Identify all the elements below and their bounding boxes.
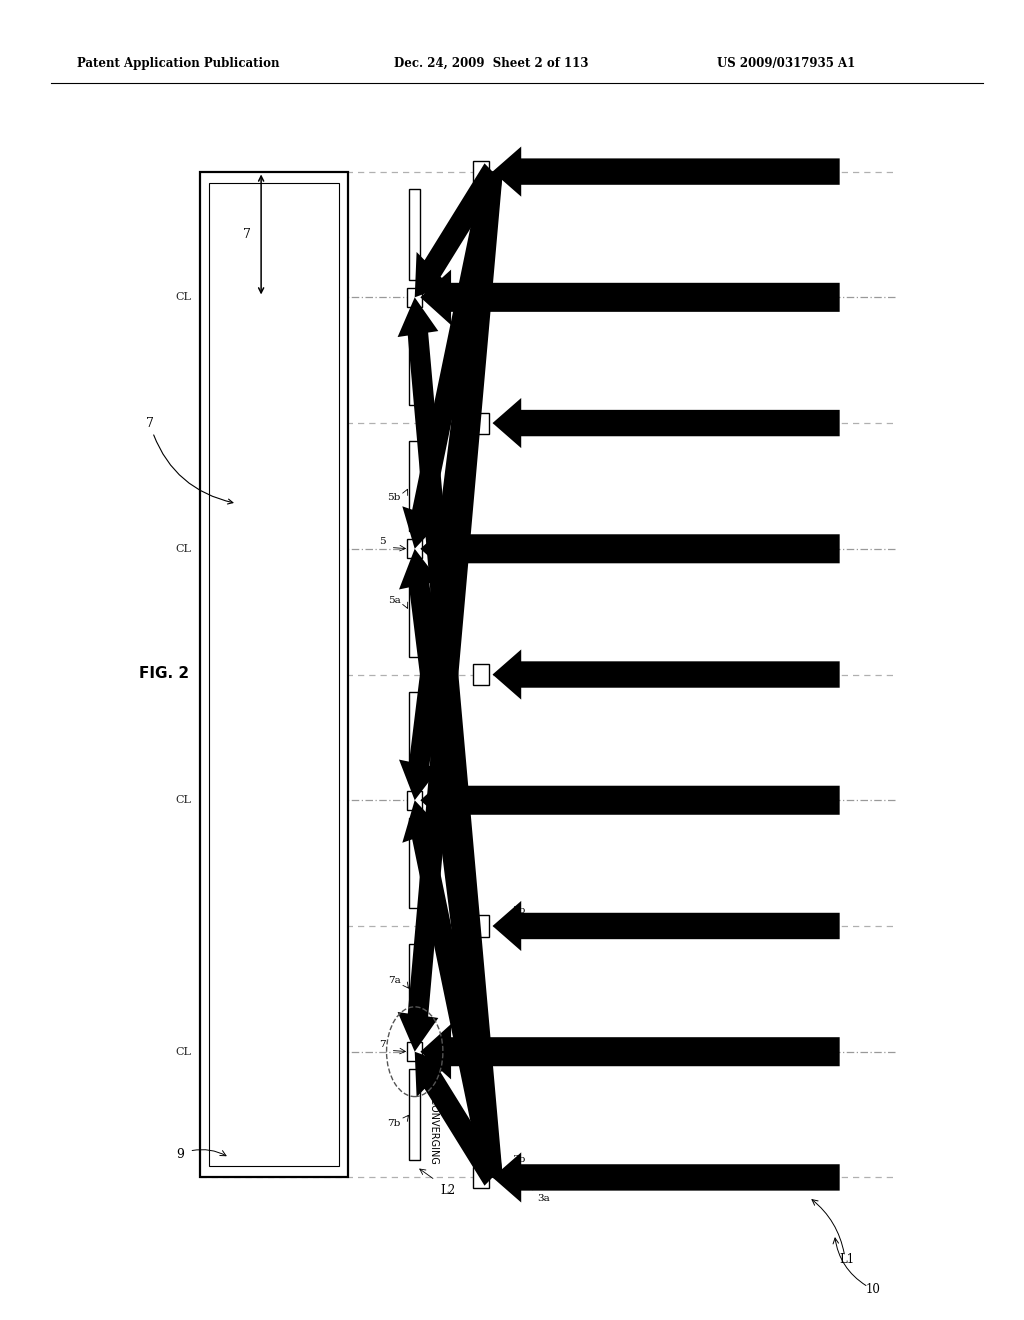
Text: L1: L1 [840,1253,855,1266]
Text: 7b: 7b [387,1118,401,1127]
Bar [473,161,489,182]
FancyArrow shape [415,164,501,297]
FancyArrow shape [397,170,503,1052]
FancyArrow shape [415,1052,501,1185]
Text: Patent Application Publication: Patent Application Publication [77,57,280,70]
FancyArrow shape [421,772,840,828]
FancyArrow shape [493,900,840,950]
FancyArrow shape [421,521,840,577]
Bar [200,172,348,1177]
Text: 7: 7 [145,417,232,504]
FancyArrow shape [493,1152,840,1203]
Text: 3b: 3b [512,1155,525,1164]
Text: L2: L2 [440,1184,456,1197]
Bar [408,791,422,809]
Bar [410,315,421,405]
Text: Dec. 24, 2009  Sheet 2 of 113: Dec. 24, 2009 Sheet 2 of 113 [394,57,589,70]
Text: CL: CL [175,1047,191,1057]
Text: CL: CL [175,292,191,302]
FancyArrow shape [493,399,840,449]
Text: 7: 7 [243,228,251,242]
Text: 5: 5 [379,537,385,546]
Bar [473,412,489,433]
Text: CL: CL [175,795,191,805]
Text: FIG. 2: FIG. 2 [139,665,188,681]
Text: 3a: 3a [494,1176,550,1204]
Text: 7a: 7a [388,975,401,985]
Bar [408,1043,422,1061]
Text: 3: 3 [538,1167,544,1175]
FancyArrow shape [402,800,503,1181]
Bar [473,1167,489,1188]
Bar [209,183,339,1166]
FancyArrow shape [421,269,840,325]
Bar [410,441,421,531]
Bar [473,664,489,685]
FancyArrow shape [399,549,503,1180]
FancyArrow shape [493,649,840,700]
Bar [408,540,422,558]
Text: 5b: 5b [387,492,401,502]
Text: 5a: 5a [388,597,401,605]
Bar [473,916,489,937]
FancyArrow shape [421,1024,840,1080]
FancyArrow shape [402,168,503,549]
Bar [410,944,421,1034]
Text: US 2009/0317935 A1: US 2009/0317935 A1 [717,57,855,70]
FancyArrow shape [493,147,840,197]
FancyArrow shape [399,169,503,800]
Text: 9: 9 [176,1148,184,1162]
Bar [410,1069,421,1160]
Bar [408,288,422,306]
Text: CL: CL [175,544,191,554]
Text: 10: 10 [865,1283,881,1296]
Text: 3b: 3b [512,907,525,916]
Bar [410,566,421,657]
Bar [410,692,421,783]
FancyArrow shape [397,297,503,1179]
Bar [410,818,421,908]
Text: 7: 7 [379,1040,385,1049]
Bar [410,189,421,280]
Text: LIGHT CONVERGING: LIGHT CONVERGING [429,1065,438,1164]
